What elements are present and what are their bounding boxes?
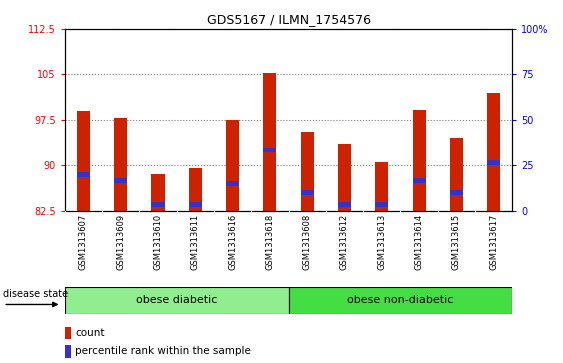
Text: disease state: disease state — [3, 289, 68, 299]
Bar — [114, 118, 127, 211]
Text: GSM1313610: GSM1313610 — [154, 213, 163, 270]
Bar — [376, 162, 388, 211]
Text: GSM1313614: GSM1313614 — [414, 213, 423, 270]
Text: GSM1313609: GSM1313609 — [116, 213, 125, 270]
Bar — [226, 181, 239, 186]
Text: GSM1313608: GSM1313608 — [303, 213, 312, 270]
Bar — [413, 110, 426, 211]
Bar — [338, 202, 351, 207]
Text: GSM1313612: GSM1313612 — [340, 213, 349, 270]
Bar — [450, 138, 463, 211]
Text: obese non-diabetic: obese non-diabetic — [347, 295, 454, 305]
Text: obese diabetic: obese diabetic — [136, 295, 217, 305]
Text: GSM1313613: GSM1313613 — [377, 213, 386, 270]
Bar — [487, 93, 500, 211]
Text: GSM1313618: GSM1313618 — [265, 213, 274, 270]
Bar — [189, 202, 202, 207]
Bar — [376, 202, 388, 207]
Bar — [65, 287, 289, 314]
Bar — [77, 111, 90, 211]
Text: GSM1313617: GSM1313617 — [489, 213, 498, 270]
Bar — [338, 144, 351, 211]
Bar — [413, 178, 426, 183]
Text: GSM1313611: GSM1313611 — [191, 213, 200, 270]
Bar — [487, 160, 500, 164]
Bar — [450, 190, 463, 195]
Text: GSM1313607: GSM1313607 — [79, 213, 88, 270]
Bar — [263, 148, 276, 152]
Bar — [226, 120, 239, 211]
Text: GSM1313615: GSM1313615 — [452, 213, 461, 270]
Bar — [301, 132, 314, 211]
Bar — [263, 73, 276, 211]
Bar — [151, 174, 164, 211]
Text: count: count — [75, 328, 105, 338]
Bar — [189, 168, 202, 211]
Bar — [289, 287, 512, 314]
Text: percentile rank within the sample: percentile rank within the sample — [75, 346, 251, 356]
Bar — [301, 190, 314, 195]
Bar — [151, 202, 164, 207]
Text: GSM1313616: GSM1313616 — [228, 213, 237, 270]
Bar — [77, 172, 90, 177]
Bar — [65, 327, 72, 339]
Title: GDS5167 / ILMN_1754576: GDS5167 / ILMN_1754576 — [207, 13, 370, 26]
Bar — [65, 345, 72, 358]
Bar — [114, 178, 127, 183]
